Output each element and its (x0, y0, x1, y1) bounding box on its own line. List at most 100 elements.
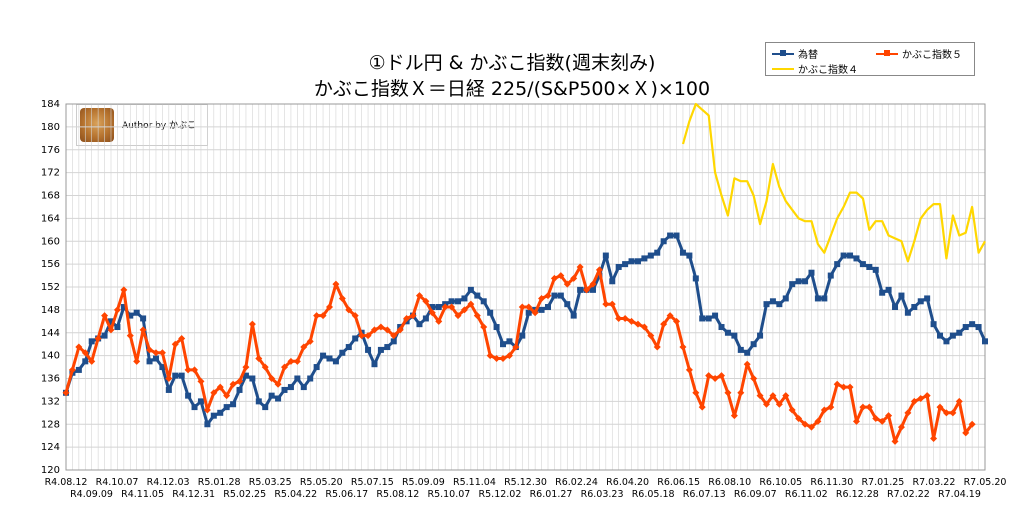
kabuko5-point (814, 417, 822, 425)
fx-point (455, 298, 462, 305)
fx-point (345, 344, 352, 351)
kabuko5-point (897, 423, 905, 431)
kabuko5-point (345, 306, 353, 314)
y-tick-label: 124 (41, 442, 60, 453)
fx-point (185, 392, 192, 399)
x-tick-label: R6.03.23 (581, 489, 624, 500)
fx-point (120, 304, 127, 311)
kabuko5-point (685, 366, 693, 374)
fx-point (146, 358, 153, 365)
fx-point (152, 355, 159, 362)
fx-point (210, 412, 217, 419)
kabuko5-point (750, 375, 758, 382)
kabuko5-point (236, 377, 244, 385)
x-tick-label: R4.12.31 (172, 489, 215, 500)
kabuko5-point (679, 343, 687, 351)
fx-point (390, 338, 397, 345)
kabuko5-point (460, 306, 468, 314)
fx-point (480, 298, 487, 305)
fx-point (847, 252, 854, 259)
fx-point (326, 355, 333, 362)
kabuko5-point (377, 323, 385, 331)
kabuko5-point (647, 332, 655, 340)
x-tick-label: R4.11.05 (121, 489, 164, 500)
kabuko5-point (891, 437, 899, 445)
kabuko5-point (422, 297, 430, 305)
kabuko5-point (101, 312, 109, 320)
fx-point (172, 372, 179, 379)
kabuko5-point (730, 412, 738, 420)
fx-point (307, 375, 314, 382)
fx-point (140, 315, 147, 322)
fx-point (332, 358, 339, 365)
kabuko5-point (525, 303, 533, 311)
kabuko5-point (583, 286, 591, 294)
fx-point (802, 278, 809, 285)
kabuko5-point (409, 312, 417, 320)
kabuko5-point (203, 406, 211, 414)
x-tick-label: R5.11.04 (453, 477, 496, 488)
kabuko5-point (480, 323, 488, 331)
fx-point (538, 306, 545, 313)
legend-swatch-fx (772, 49, 794, 56)
fx-point (500, 341, 507, 348)
x-tick-label: R6.08.10 (708, 477, 751, 488)
kabuko5-point (640, 323, 648, 331)
kabuko5-point (171, 340, 179, 348)
kabuko5-point (293, 357, 301, 365)
kabuko5-point (692, 389, 700, 397)
fx-point (814, 295, 821, 302)
kabuko5-point (351, 312, 359, 320)
kabuko5-point (518, 303, 526, 311)
fx-point (692, 275, 699, 282)
fx-point (628, 258, 635, 265)
fx-point (294, 375, 301, 382)
fx-point (107, 318, 114, 325)
fx-point (834, 261, 841, 268)
x-tick-label: R4.09.09 (70, 489, 113, 500)
fx-point (230, 401, 237, 408)
y-tick-label: 144 (41, 328, 60, 339)
kabuko5-point (917, 395, 925, 403)
kabuko5-point (904, 409, 912, 417)
kabuko5-point (615, 314, 623, 322)
x-tick-label: R6.02.24 (555, 477, 598, 488)
fx-point (622, 261, 629, 268)
x-tick-label: R5.10.07 (427, 489, 470, 500)
kabuko5-point (878, 417, 886, 425)
kabuko5-point (570, 274, 578, 282)
kabuko5-point (544, 292, 552, 300)
kabuko5-point (801, 420, 809, 428)
kabuko5-point (467, 300, 475, 308)
x-tick-label: R7.02.22 (887, 489, 930, 500)
fx-point (731, 332, 738, 339)
kabuko5-point (248, 320, 256, 328)
kabuko5-point (628, 317, 636, 325)
fx-point (255, 398, 262, 405)
fx-point (75, 366, 82, 373)
fx-point (892, 304, 899, 311)
fx-point (429, 304, 436, 311)
kabuko5-point (673, 317, 681, 325)
fx-point (82, 358, 89, 365)
x-tick-label: R6.04.20 (606, 477, 649, 488)
kabuko5-point (531, 309, 539, 317)
kabuko5-point (197, 377, 205, 385)
x-tick-label: R6.01.27 (530, 489, 573, 500)
fx-point (448, 298, 455, 305)
kabuko5-point (737, 389, 745, 397)
kabuko5-point (107, 326, 115, 334)
kabuko5-point (550, 274, 558, 282)
kabuko5-point (762, 400, 770, 408)
fx-point (911, 304, 918, 311)
fx-point (647, 252, 654, 259)
kabuko5-point (126, 332, 134, 340)
kabuko5-point (968, 420, 976, 428)
fx-point (101, 332, 108, 339)
fx-point (975, 324, 982, 331)
x-tick-label: R5.01.28 (198, 477, 241, 488)
fx-point (589, 286, 596, 293)
kabuko5-point (782, 392, 790, 400)
fx-point (924, 295, 931, 302)
kabuko5-point (454, 312, 462, 320)
